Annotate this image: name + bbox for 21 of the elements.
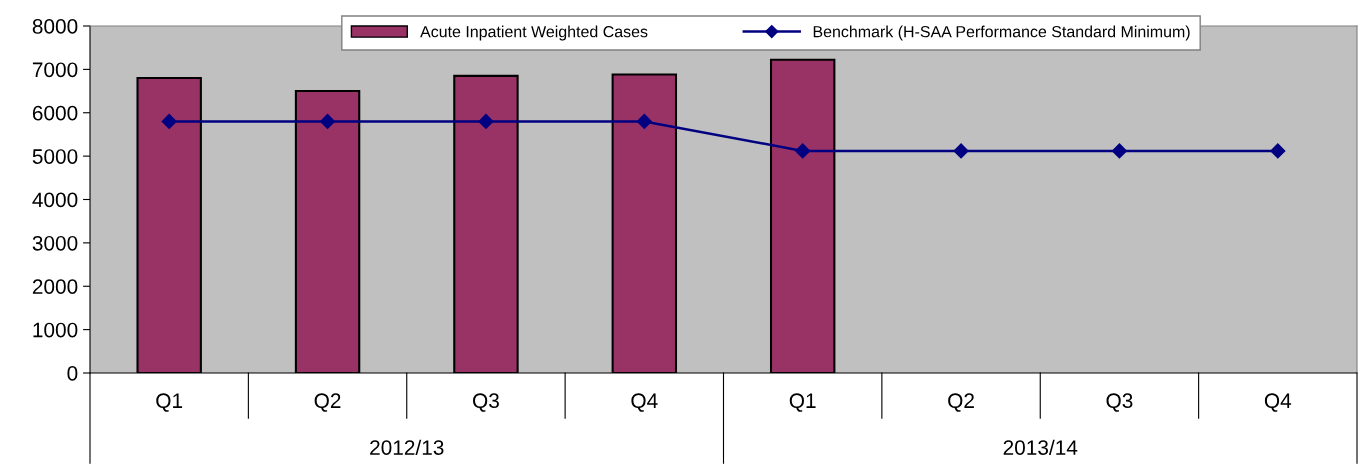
x-tick-label: Q2 [948,393,974,412]
y-tick-label: 1000 [33,322,78,338]
y-tick-label: 2000 [32,279,78,294]
x-tick-label: Q1 [156,393,183,412]
y-tick-label: 3000 [32,235,78,251]
legend-label: Acute Inpatient Weighted Cases [420,25,648,41]
x-tick-label: Q3 [1106,393,1133,412]
y-tick-label: 7000 [32,62,78,78]
x-tick-label: Q2 [314,393,341,412]
x-tick-label: Q1 [789,393,816,412]
y-tick-label: 4000 [32,192,78,208]
x-tick-label: Q3 [473,393,499,412]
y-tick-label: 0 [67,366,78,381]
legend-label: Benchmark (H-SAA Performance Standard Minimum) [813,25,1190,41]
x-tick-label: Q4 [631,393,658,412]
text: 2012/13 [370,439,444,455]
text: 2013/14 [1003,439,1078,455]
y-tick-label: 8000 [32,19,78,34]
x-tick-label: Q4 [1264,393,1292,412]
y-tick-label: 5000 [32,149,78,164]
y-tick-label: 6000 [32,105,78,121]
